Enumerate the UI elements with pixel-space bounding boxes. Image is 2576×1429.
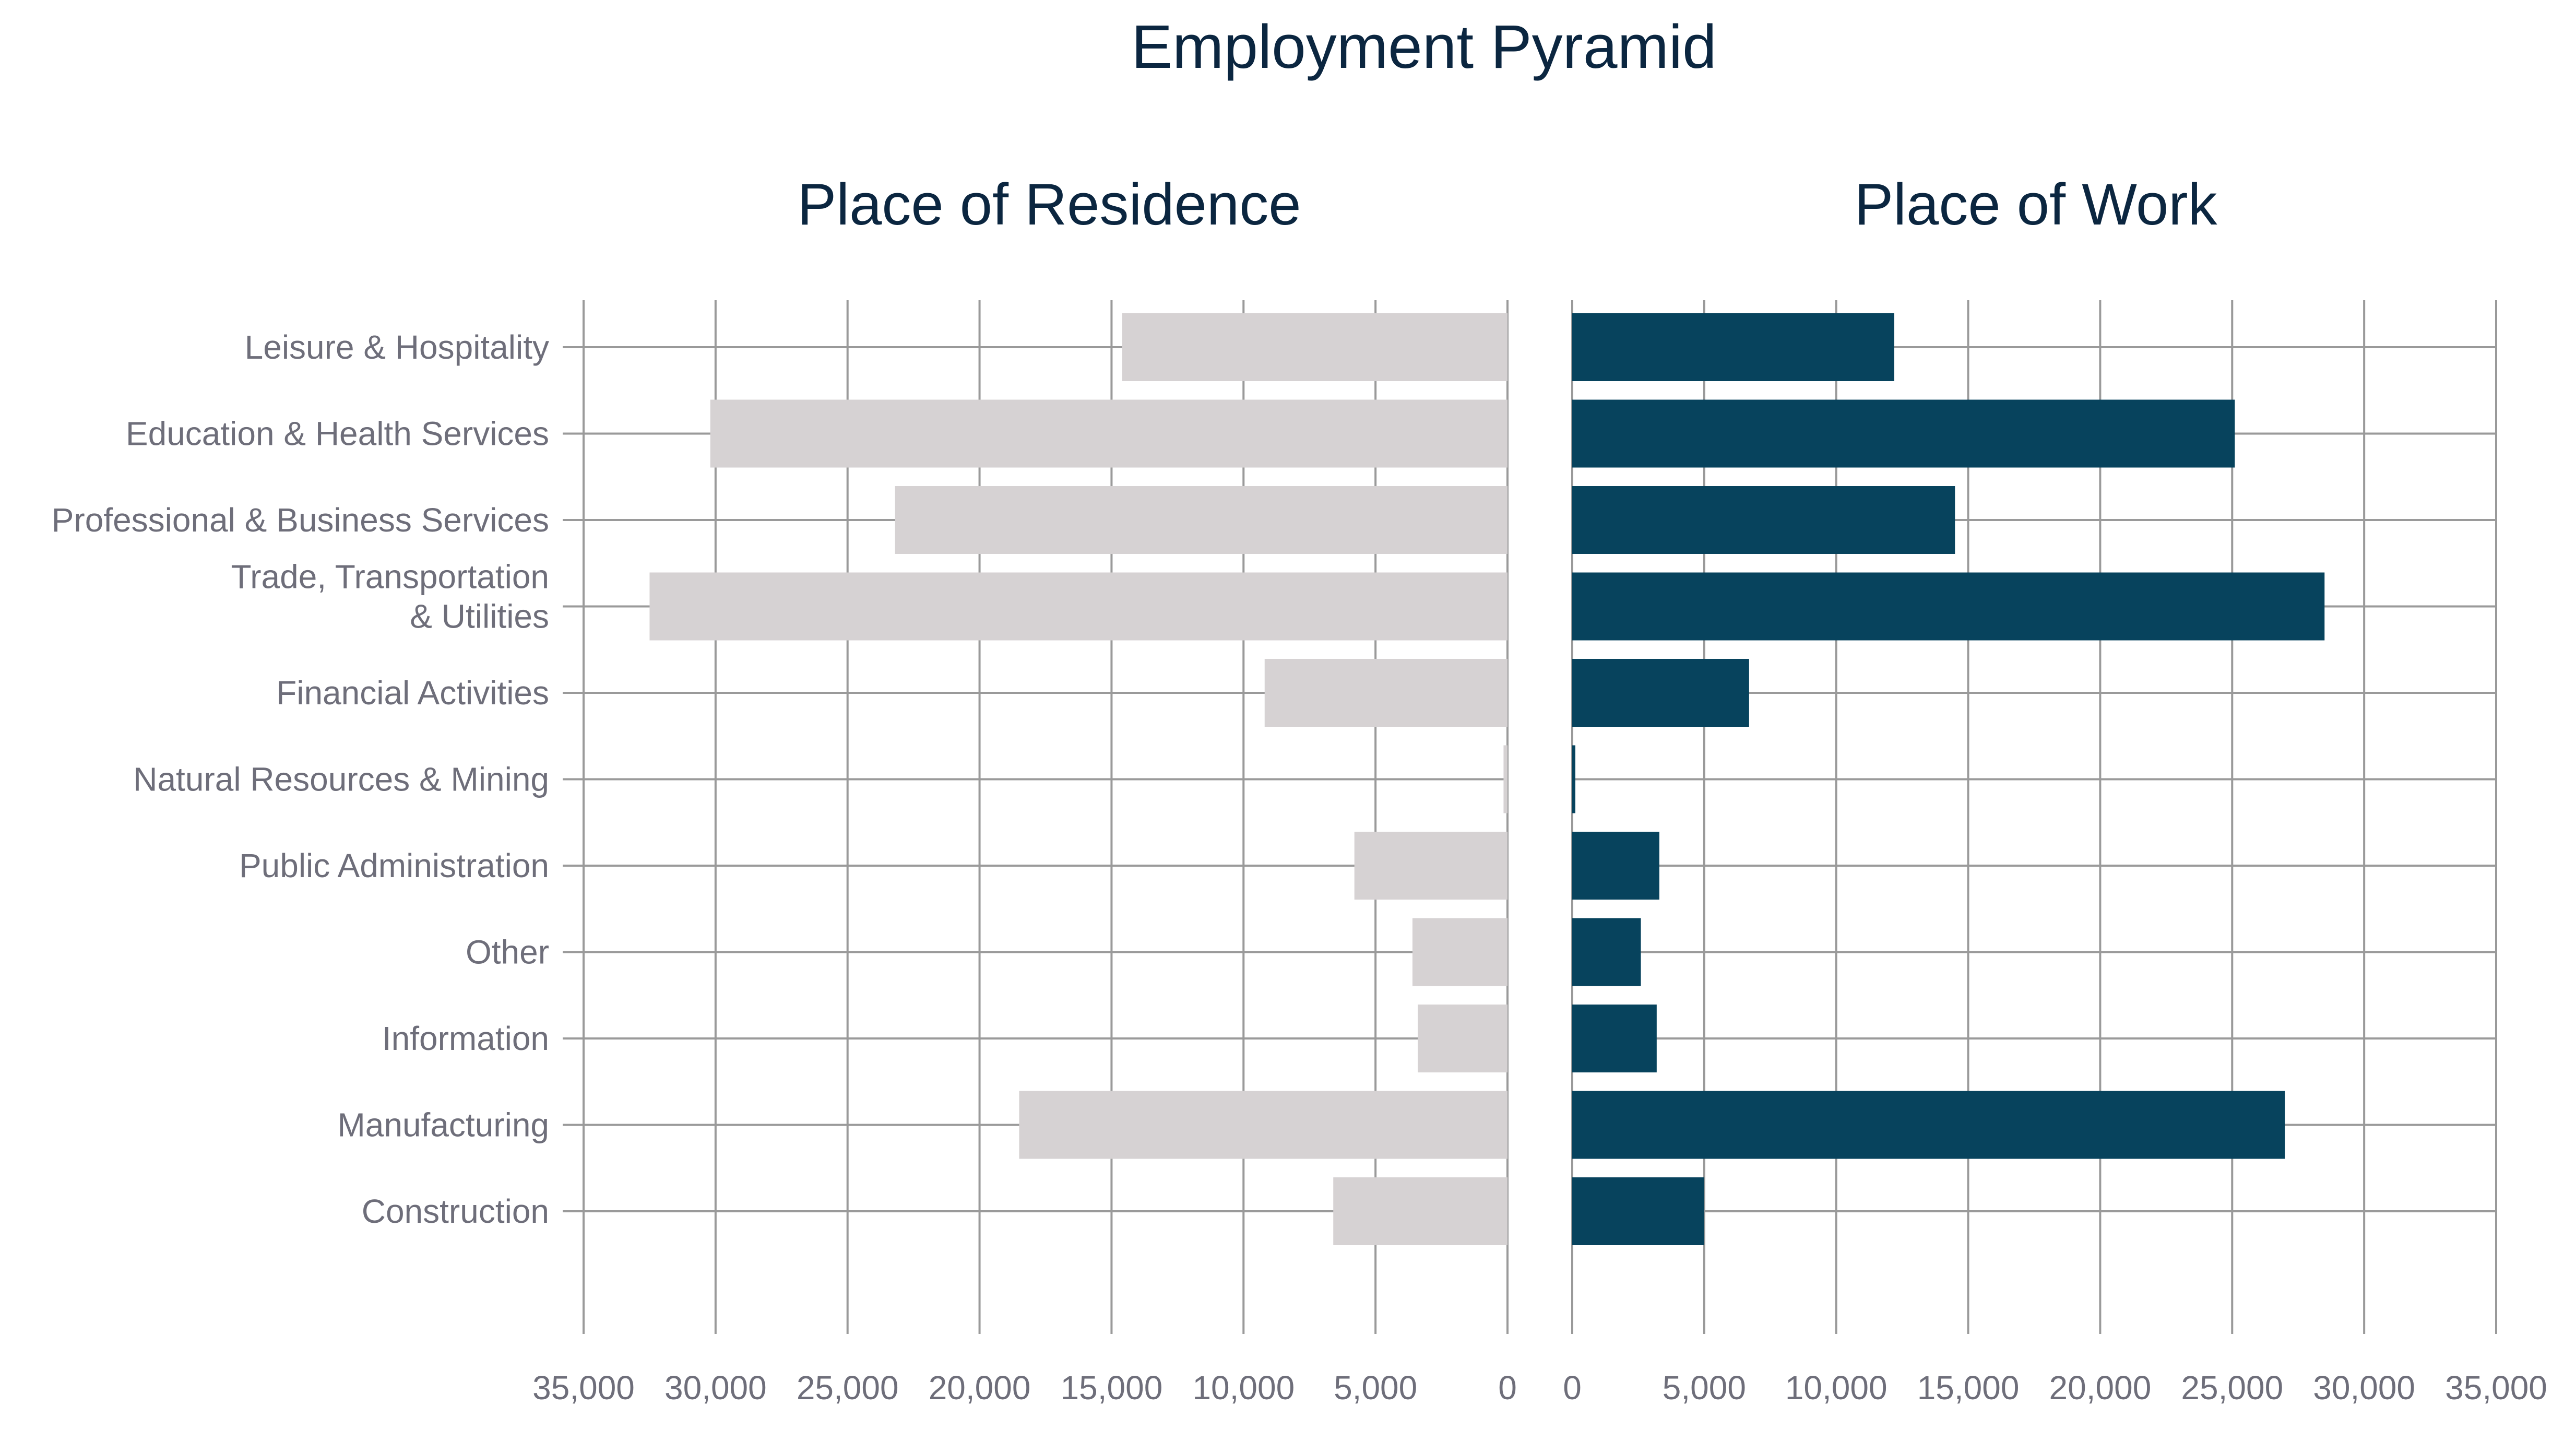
bar-work [1572,399,2235,468]
x-tick-label-residence: 20,000 [929,1369,1031,1407]
bar-work [1572,832,1659,900]
category-label: Manufacturing [337,1106,549,1144]
bar-residence [1412,918,1507,986]
bar-residence [1264,659,1507,727]
category-label: Construction [362,1192,549,1230]
bar-work [1572,1005,1657,1072]
category-label: Education & Health Services [126,415,549,453]
bar-residence [1354,832,1507,900]
x-tick-label-work: 25,000 [2181,1369,2283,1407]
bar-residence [710,399,1507,468]
x-tick-label-work: 15,000 [1917,1369,2020,1407]
category-label: Professional & Business Services [52,501,549,539]
bar-work [1572,572,2325,641]
x-tick-label-residence: 15,000 [1061,1369,1163,1407]
category-label-line: Trade, Transportation [231,558,550,596]
category-label: Other [466,934,549,971]
category-label: Natural Resources & Mining [133,761,549,798]
x-tick-label-work: 0 [1563,1369,1582,1407]
bar-work [1572,918,1641,986]
x-tick-label-residence: 35,000 [532,1369,635,1407]
x-tick-label-work: 35,000 [2445,1369,2547,1407]
category-label: Financial Activities [276,674,549,712]
x-tick-label-residence: 0 [1498,1369,1517,1407]
x-tick-label-residence: 25,000 [797,1369,899,1407]
panel-title-work: Place of Work [1854,172,2217,237]
x-tick-label-residence: 5,000 [1334,1369,1417,1407]
bar-residence [1418,1005,1507,1072]
bar-residence [1122,313,1507,381]
x-tick-label-work: 30,000 [2313,1369,2415,1407]
category-label-line: & Utilities [410,598,549,635]
bar-residence [1333,1177,1507,1245]
x-tick-label-residence: 30,000 [664,1369,767,1407]
bar-work [1572,1177,1704,1245]
panel-title-residence: Place of Residence [797,172,1301,237]
bar-work [1572,313,1894,381]
x-tick-label-work: 5,000 [1663,1369,1746,1407]
category-label: Public Administration [239,847,549,884]
bar-work [1572,745,1575,813]
bar-work [1572,1091,2285,1159]
x-tick-label-work: 20,000 [2049,1369,2152,1407]
bar-residence [1503,745,1507,813]
bar-residence [649,572,1507,641]
x-tick-label-work: 10,000 [1785,1369,1888,1407]
category-label: Leisure & Hospitality [245,328,549,366]
x-tick-label-residence: 10,000 [1192,1369,1295,1407]
chart-title: Employment Pyramid [1131,13,1716,81]
bar-work [1572,659,1749,727]
bar-work [1572,486,1955,554]
category-label: Information [382,1020,549,1057]
category-label: Trade, Transportation & Utilities [231,558,550,635]
bar-residence [895,486,1507,554]
bar-residence [1019,1091,1507,1159]
